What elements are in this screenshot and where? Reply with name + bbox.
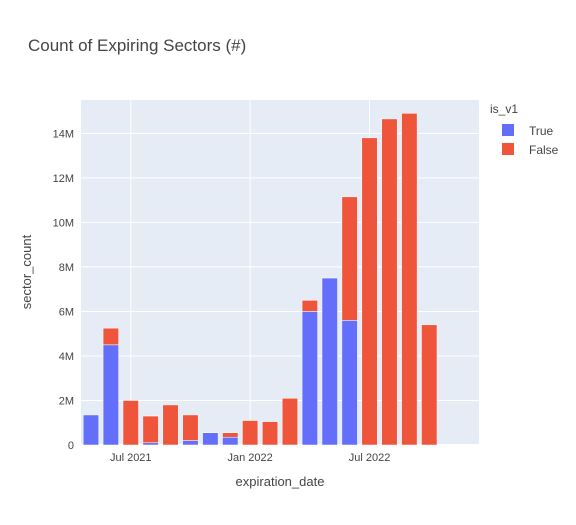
x-tick-label: Jul 2021 bbox=[110, 452, 152, 464]
y-tick-label: 4M bbox=[59, 351, 74, 363]
y-tick-labels: 0 2M 4M 6M 8M 10M 12M 14M bbox=[53, 128, 74, 452]
x-tick-labels: Jul 2021 Jan 2022 Jul 2022 bbox=[110, 452, 390, 464]
bar-false bbox=[381, 118, 398, 446]
bar-true bbox=[321, 277, 338, 446]
bars bbox=[82, 113, 438, 446]
bar-true bbox=[142, 442, 159, 446]
y-tick-label: 14M bbox=[53, 128, 74, 140]
legend-swatch-true[interactable] bbox=[502, 124, 514, 136]
bar-false bbox=[222, 432, 239, 438]
bar-true bbox=[222, 436, 239, 446]
bar-false bbox=[162, 404, 179, 446]
bar-false bbox=[262, 421, 279, 446]
y-tick-label: 12M bbox=[53, 173, 74, 185]
legend-title: is_v1 bbox=[490, 102, 518, 116]
legend[interactable]: is_v1 True False bbox=[490, 102, 559, 157]
bar-false bbox=[421, 324, 438, 446]
y-tick-label: 6M bbox=[59, 306, 74, 318]
y-tick-label: 10M bbox=[53, 217, 74, 229]
y-tick-label: 2M bbox=[59, 395, 74, 407]
bar-false bbox=[242, 420, 259, 446]
y-tick-label: 0 bbox=[68, 440, 74, 452]
y-tick-label: 8M bbox=[59, 262, 74, 274]
bar-true bbox=[82, 414, 99, 446]
bar-true bbox=[202, 432, 219, 446]
bar-false bbox=[301, 300, 318, 312]
x-tick-label: Jan 2022 bbox=[228, 452, 273, 464]
bar-false bbox=[122, 400, 139, 446]
legend-label-true[interactable]: True bbox=[529, 124, 554, 138]
bar-true bbox=[182, 440, 199, 446]
chart-title: Count of Expiring Sectors (#) bbox=[28, 36, 246, 55]
legend-label-false[interactable]: False bbox=[529, 143, 559, 157]
plot-area bbox=[81, 100, 479, 445]
x-tick-label: Jul 2022 bbox=[349, 452, 391, 464]
bar-true bbox=[102, 344, 119, 446]
bar-false bbox=[341, 196, 358, 321]
y-axis-title: sector_count bbox=[19, 234, 34, 309]
legend-swatch-false[interactable] bbox=[502, 143, 514, 155]
bar-false bbox=[142, 415, 159, 444]
bar-true bbox=[341, 320, 358, 446]
bar-false bbox=[281, 398, 298, 446]
x-axis-title: expiration_date bbox=[236, 474, 325, 489]
bar-false bbox=[401, 113, 418, 446]
bar-false bbox=[102, 327, 119, 346]
bar-false bbox=[182, 414, 199, 441]
bar-true bbox=[301, 311, 318, 446]
bar-false bbox=[361, 137, 378, 446]
